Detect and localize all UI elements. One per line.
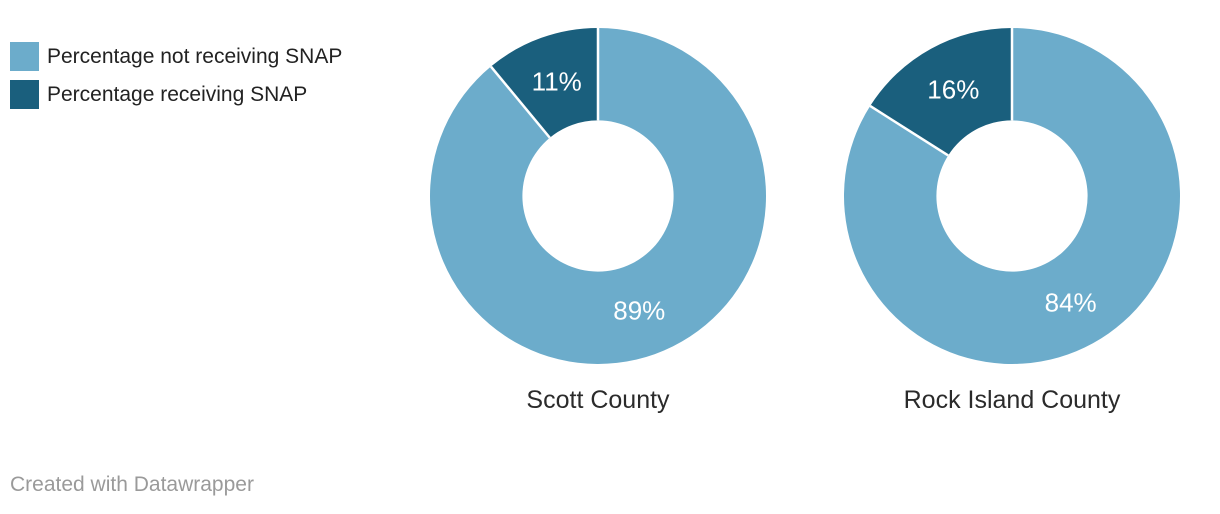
donut-svg-rock-island-county: 84% 16% [844, 28, 1180, 364]
legend-item-receiving-snap: Percentage receiving SNAP [10, 80, 342, 109]
pie-slice [870, 28, 1012, 156]
datawrapper-credit-link[interactable]: Created with Datawrapper [10, 473, 254, 496]
donut-chart-rock-island-county: 84% 16% Rock Island County [822, 8, 1202, 415]
pie-slice [430, 28, 766, 365]
donut-svg-scott-county: 89% 11% [430, 28, 766, 365]
legend-item-not-receiving-snap: Percentage not receiving SNAP [10, 42, 342, 71]
slice-value-label: 84% [1045, 288, 1097, 318]
pie-slice [844, 28, 1180, 364]
slice-value-label: 11% [532, 66, 582, 96]
legend-label-not-receiving-snap: Percentage not receiving SNAP [47, 45, 343, 68]
slice-value-label: 16% [927, 74, 979, 104]
chart-title-scott-county: Scott County [526, 386, 670, 414]
legend-swatch-icon [10, 80, 39, 109]
chart-title-rock-island-county: Rock Island County [903, 386, 1121, 414]
legend-swatch-icon [10, 42, 39, 71]
slice-value-label: 89% [613, 296, 665, 326]
legend: Percentage not receiving SNAP Percentage… [10, 42, 342, 109]
slice-divider [489, 65, 551, 139]
legend-label-receiving-snap: Percentage receiving SNAP [47, 83, 308, 106]
donut-chart-scott-county: 89% 11% Scott County [408, 8, 788, 415]
slice-divider [869, 104, 949, 157]
pie-slice [490, 28, 598, 138]
